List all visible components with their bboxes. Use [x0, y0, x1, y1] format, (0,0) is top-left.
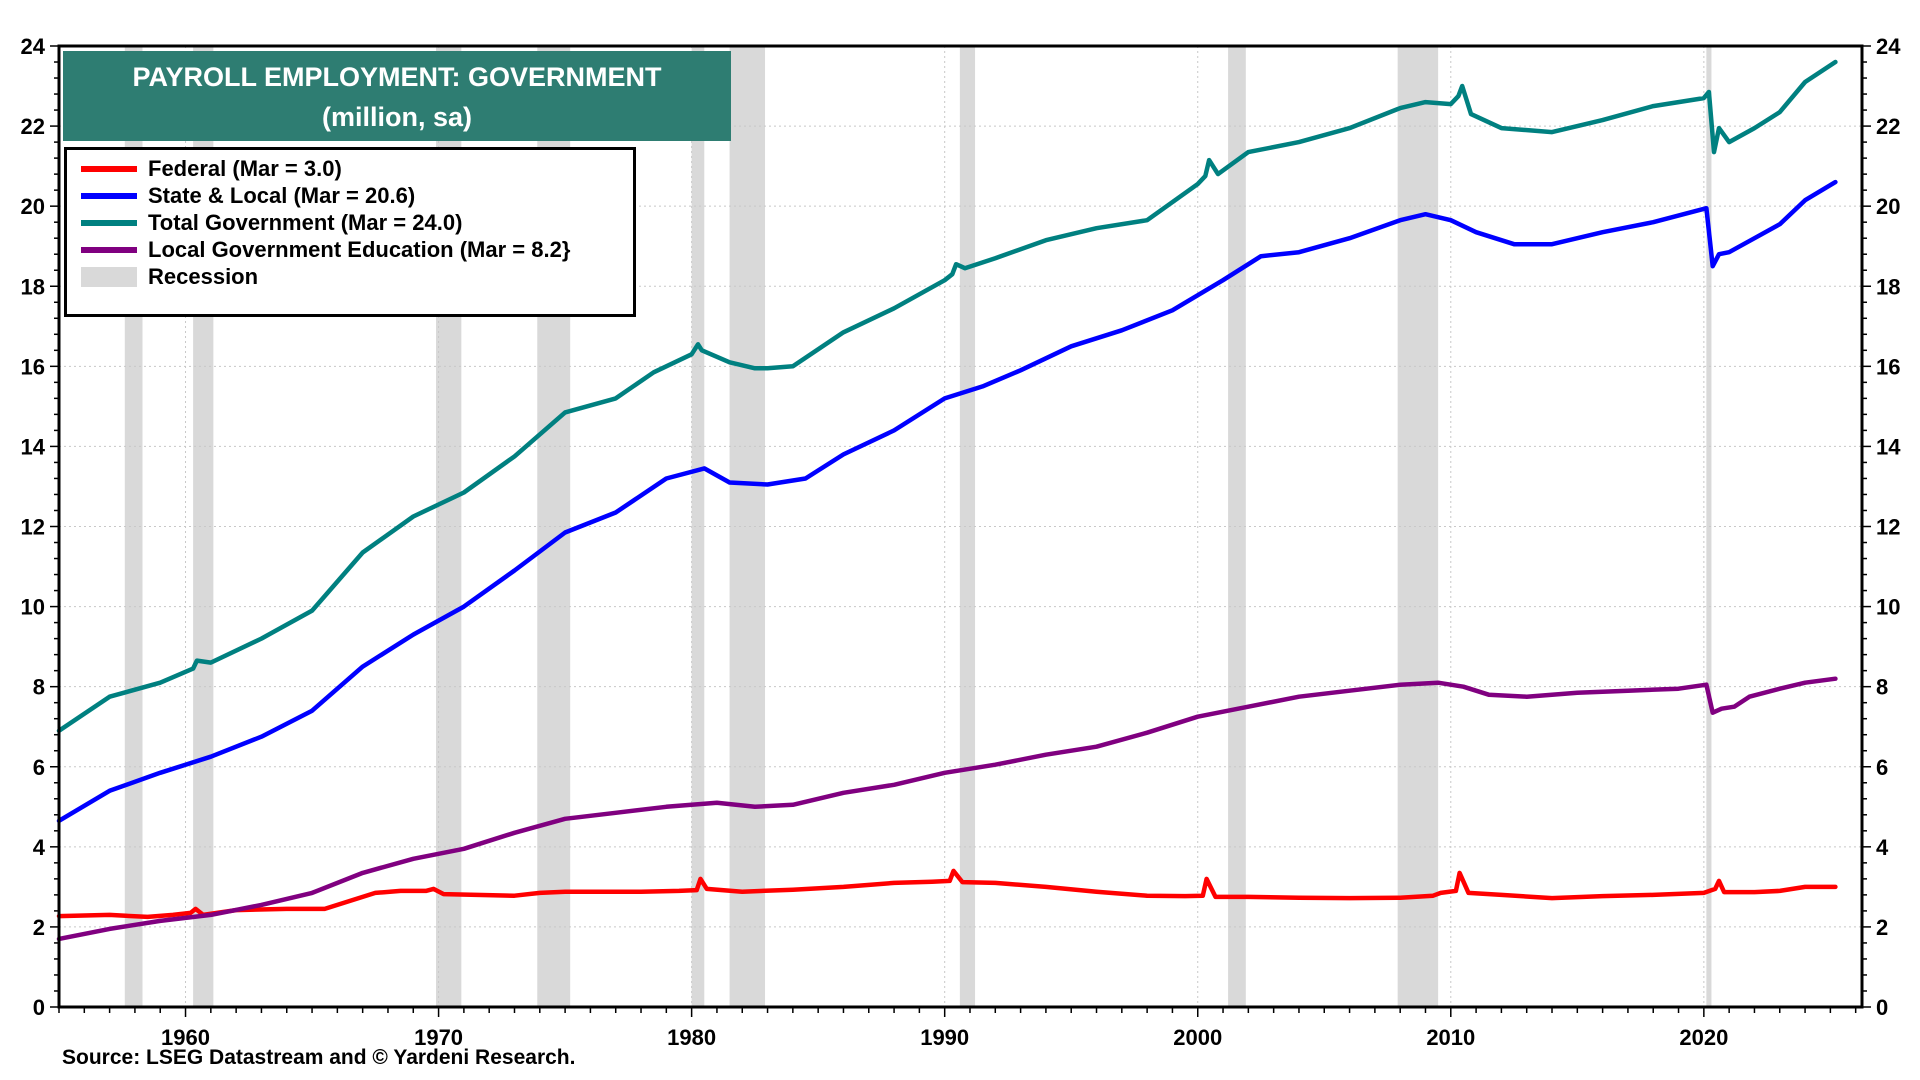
y-tick-label-right: 24 [1876, 34, 1901, 59]
y-tick-label-right: 0 [1876, 995, 1888, 1020]
x-tick-label: 1960 [161, 1025, 210, 1050]
y-tick-label-right: 4 [1876, 835, 1889, 860]
y-tick-label-right: 16 [1876, 354, 1900, 379]
chart-title: PAYROLL EMPLOYMENT: GOVERNMENT [132, 62, 662, 92]
legend-item-local-education: Local Government Education (Mar = 8.2} [81, 236, 633, 263]
y-tick-label-left: 0 [33, 995, 45, 1020]
legend-swatch-local-education [81, 246, 137, 253]
chart-title-box: PAYROLL EMPLOYMENT: GOVERNMENT (million,… [63, 51, 731, 141]
y-tick-label-left: 16 [21, 354, 45, 379]
legend-swatch-state-local [81, 192, 137, 199]
legend-label-state-local: State & Local (Mar = 20.6) [148, 182, 416, 208]
legend-item-state-local: State & Local (Mar = 20.6) [81, 182, 633, 209]
y-tick-label-right: 6 [1876, 755, 1888, 780]
y-tick-label-right: 14 [1876, 434, 1901, 459]
legend: Federal (Mar = 3.0) State & Local (Mar =… [64, 147, 636, 317]
y-tick-label-right: 10 [1876, 595, 1900, 620]
y-tick-label-right: 12 [1876, 515, 1900, 540]
x-tick-label: 1970 [414, 1025, 463, 1050]
recession-band [1706, 46, 1712, 1007]
x-tick-label: 2010 [1426, 1025, 1475, 1050]
legend-item-federal: Federal (Mar = 3.0) [81, 155, 633, 182]
recession-band [691, 46, 705, 1007]
legend-item-total-government: Total Government (Mar = 24.0) [81, 209, 633, 236]
source-note: Source: LSEG Datastream and © Yardeni Re… [62, 1046, 576, 1069]
recession-band [1228, 46, 1246, 1007]
legend-swatch-federal [81, 165, 137, 172]
y-tick-label-left: 8 [33, 675, 45, 700]
y-tick-label-right: 2 [1876, 915, 1888, 940]
recession-band [959, 46, 976, 1007]
x-tick-label: 1990 [920, 1025, 969, 1050]
legend-swatch-total-government [81, 219, 137, 226]
y-tick-label-left: 18 [21, 274, 45, 299]
x-tick-label: 1980 [667, 1025, 716, 1050]
y-tick-label-right: 8 [1876, 675, 1888, 700]
legend-swatch-recession [81, 266, 137, 287]
legend-label-local-education: Local Government Education (Mar = 8.2} [148, 236, 571, 262]
legend-label-federal: Federal (Mar = 3.0) [148, 155, 342, 181]
y-tick-label-left: 12 [21, 515, 45, 540]
y-tick-label-left: 4 [33, 835, 46, 860]
y-tick-label-left: 20 [21, 194, 45, 219]
federal-line [56, 868, 1838, 920]
y-tick-label-left: 22 [21, 114, 45, 139]
total-government-line [56, 59, 1838, 733]
y-tick-label-left: 14 [21, 434, 46, 459]
x-tick-label: 2020 [1679, 1025, 1728, 1050]
legend-label-total-government: Total Government (Mar = 24.0) [148, 209, 463, 235]
recession-band [1397, 46, 1439, 1007]
x-tick-label: 2000 [1173, 1025, 1222, 1050]
series-lines [56, 59, 1838, 942]
y-tick-label-right: 18 [1876, 274, 1900, 299]
state-local-line [56, 179, 1838, 824]
y-tick-label-left: 24 [21, 34, 46, 59]
y-tick-label-right: 20 [1876, 194, 1900, 219]
chart-subtitle: (million, sa) [321, 102, 473, 132]
y-tick-label-left: 2 [33, 915, 45, 940]
legend-item-recession: Recession [81, 263, 633, 290]
y-tick-label-right: 22 [1876, 114, 1900, 139]
axes [50, 44, 1871, 1017]
local-education-line [56, 676, 1838, 942]
y-tick-label-left: 10 [21, 595, 45, 620]
y-tick-label-left: 6 [33, 755, 45, 780]
legend-label-recession: Recession [148, 263, 259, 289]
